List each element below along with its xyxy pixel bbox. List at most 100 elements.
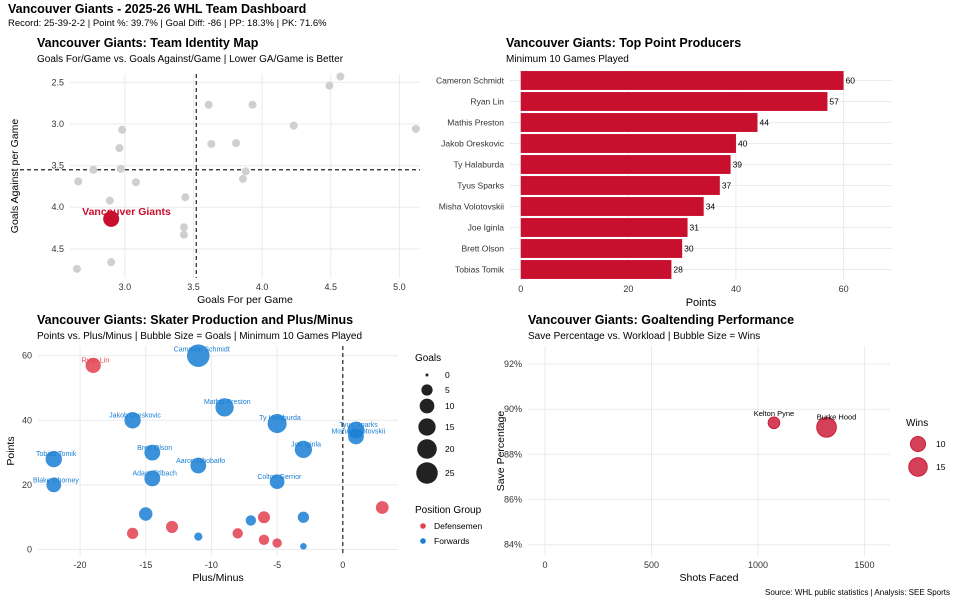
skater-bubble [269, 474, 285, 490]
points-bar [520, 92, 828, 111]
goals-legend-bubble [421, 384, 433, 396]
team-point [118, 125, 127, 134]
skater-name-label: Ryan Lin [82, 358, 110, 365]
y-tick-label: 3.5 [51, 161, 64, 171]
y-tick-label: 4.0 [51, 202, 64, 212]
vancouver-giants-label: Vancouver Giants [82, 206, 171, 218]
skater-bubble [139, 507, 153, 521]
y-tick-label: 84% [504, 540, 522, 550]
skater-bubble [267, 413, 287, 434]
x-tick-label: 5.0 [393, 282, 406, 292]
goalie-name-label: Burke Hood [817, 412, 857, 421]
player-name-label: Tobias Tomik [455, 265, 505, 275]
x-tick-label: 0 [543, 560, 548, 570]
goalie-bubble [767, 416, 781, 430]
team-point [115, 144, 124, 153]
y-tick-label: 86% [504, 495, 522, 505]
team-point [181, 193, 190, 202]
x-tick-label: 1500 [854, 560, 874, 570]
skater-bubble [124, 412, 141, 429]
points-bar [520, 113, 758, 132]
team-point [74, 177, 83, 186]
points-value-label: 37 [722, 181, 732, 191]
skater-bubble [272, 538, 282, 548]
skater-name-label: Blake Chorney [33, 477, 79, 484]
source-caption: Source: WHL public statistics | Analysis… [765, 588, 950, 597]
points-bar [520, 197, 704, 216]
player-name-label: Misha Volotovskii [439, 202, 504, 212]
x-axis-title: Shots Faced [680, 572, 739, 584]
team-point [248, 100, 257, 109]
y-tick-label: 60 [22, 351, 32, 361]
wins-legend-bubble [908, 457, 928, 477]
team-point [116, 164, 125, 173]
skater-bubble [187, 344, 210, 367]
team-point [131, 178, 140, 187]
points-value-label: 31 [690, 223, 700, 233]
x-tick-label: 20 [623, 284, 633, 294]
skater-bubble [294, 440, 313, 459]
points-value-label: 40 [738, 139, 748, 149]
dashboard-subtitle: Record: 25-39-2-2 | Point %: 39.7% | Goa… [8, 18, 327, 29]
y-tick-label: 3.0 [51, 119, 64, 129]
points-bar [520, 260, 672, 279]
skater-production-title: Vancouver Giants: Skater Production and … [37, 313, 354, 327]
skater-bubble [245, 515, 257, 526]
goals-legend-title: Goals [415, 353, 441, 364]
x-axis-title: Plus/Minus [192, 572, 243, 584]
position-legend-key [420, 523, 426, 529]
goals-legend-label: 15 [445, 422, 455, 432]
goals-legend-bubble [419, 398, 435, 414]
position-legend-title: Position Group [415, 505, 482, 516]
wins-legend-label: 15 [936, 462, 946, 472]
x-axis-title: Points [686, 297, 717, 309]
y-tick-label: 2.5 [51, 77, 64, 87]
team-point [204, 100, 213, 109]
player-name-label: Ty Halaburda [453, 160, 504, 170]
goals-legend-bubble [418, 418, 436, 436]
wins-legend-title: Wins [906, 418, 928, 429]
goals-legend-label: 5 [445, 385, 450, 395]
goaltending-subtitle: Save Percentage vs. Workload | Bubble Si… [528, 331, 761, 342]
skater-bubble [375, 501, 389, 514]
skater-bubble [297, 511, 310, 523]
dashboard-title: Vancouver Giants - 2025-26 WHL Team Dash… [8, 2, 307, 16]
point-producers-subtitle: Minimum 10 Games Played [506, 54, 629, 65]
points-value-label: 30 [684, 244, 694, 254]
points-bar [520, 218, 688, 237]
skater-name-label: Cameron Schmidt [174, 347, 230, 354]
team-point [207, 139, 216, 148]
team-point [89, 165, 98, 174]
team-point [72, 264, 81, 273]
skater-name-label: Tyus Sparks [339, 422, 378, 429]
skater-bubble [257, 511, 271, 524]
skater-name-label: Ty Halaburda [259, 415, 301, 422]
x-tick-label: 0 [340, 560, 345, 570]
skater-bubble [46, 477, 62, 493]
points-bar [520, 176, 720, 195]
x-tick-label: -5 [273, 560, 281, 570]
points-bar [520, 155, 731, 174]
y-tick-label: 90% [504, 404, 522, 414]
position-legend-label: Defensemen [434, 521, 482, 531]
team-point [325, 81, 334, 90]
skater-bubble [232, 528, 243, 539]
points-value-label: 57 [829, 97, 839, 107]
player-name-label: Mathis Preston [447, 118, 504, 128]
x-tick-label: 0 [518, 284, 523, 294]
skater-bubble [85, 357, 101, 374]
team-point [179, 223, 188, 232]
x-tick-label: -10 [205, 560, 218, 570]
player-name-label: Jakob Oreskovic [441, 139, 505, 149]
skater-bubble [258, 534, 270, 546]
player-name-label: Cameron Schmidt [436, 76, 505, 86]
y-tick-label: 92% [504, 359, 522, 369]
team-point [238, 174, 247, 183]
team-point [107, 258, 116, 267]
y-axis-title: Goals Against per Game [9, 119, 21, 234]
team-point [336, 72, 345, 81]
team-point [241, 167, 250, 176]
goalie-bubble [816, 416, 837, 438]
x-tick-label: 40 [731, 284, 741, 294]
